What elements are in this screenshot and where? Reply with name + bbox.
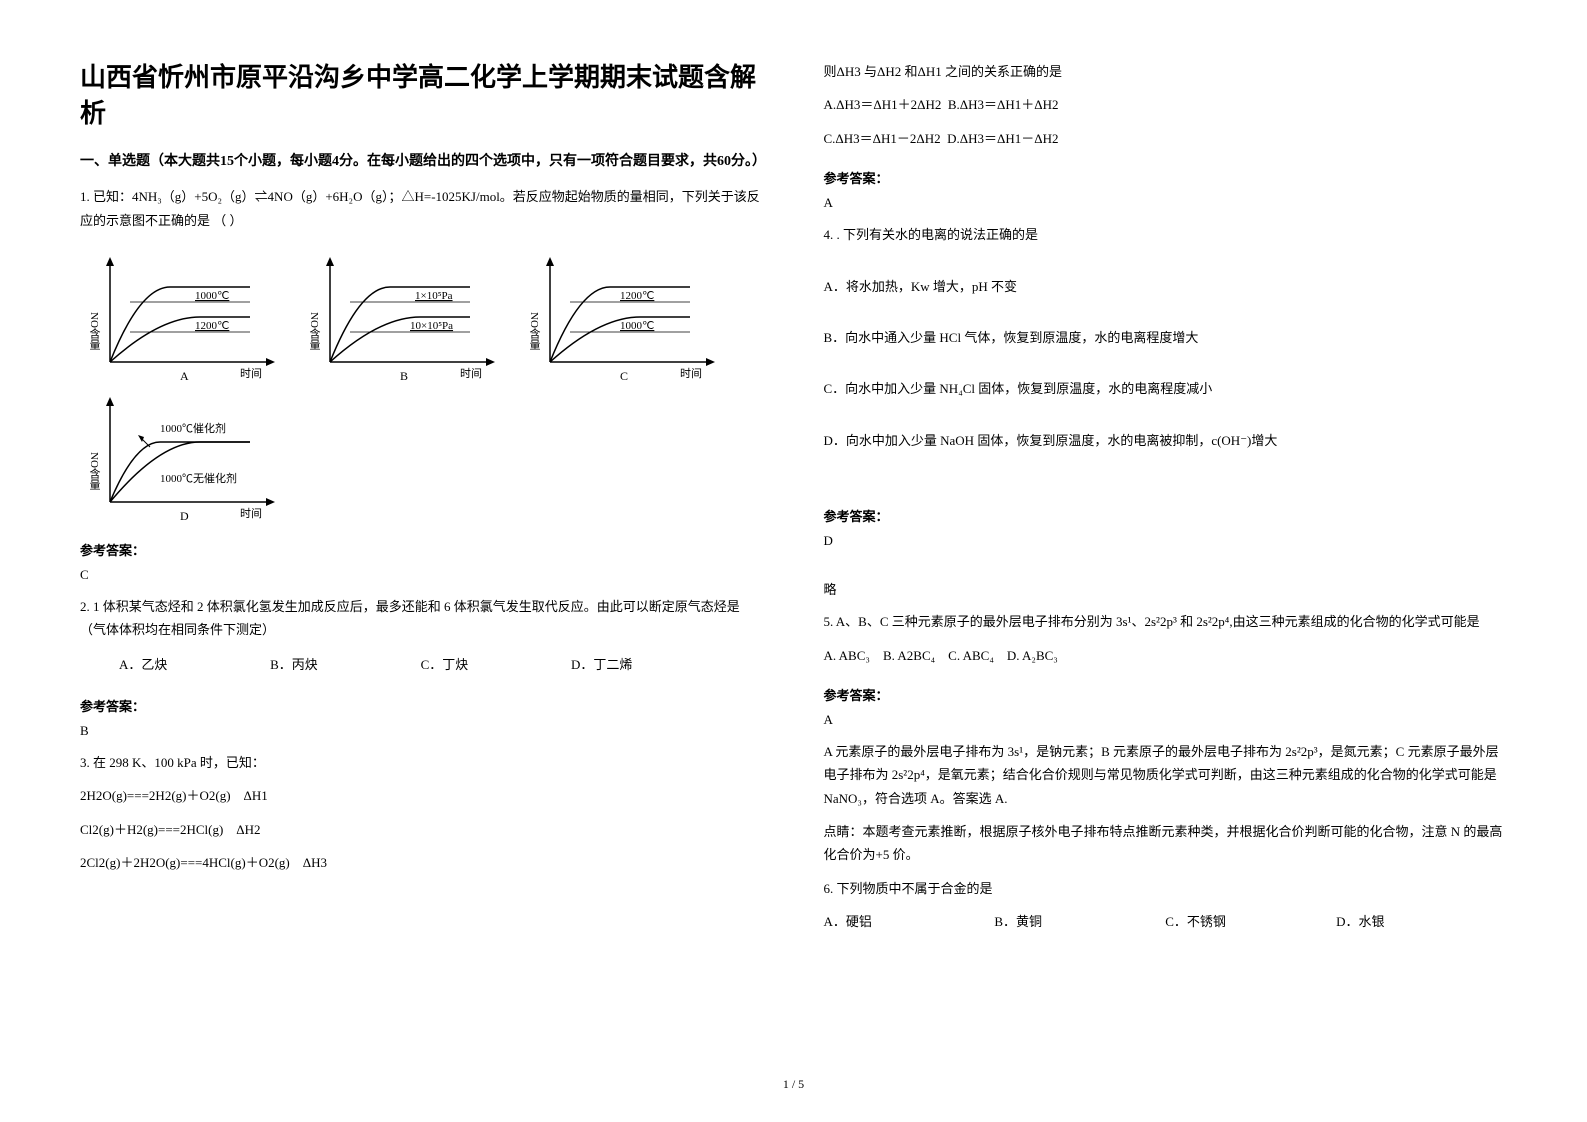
q3-text: 在 298 K、100 kPa 时，已知： [93,755,265,770]
document-title: 山西省忻州市原平沿沟乡中学高二化学上学期期末试题含解析 [80,60,764,133]
q5-opt-c: C. ABC₄ [948,648,994,663]
question-1: 1. 已知：4NH₃（g）+5O₂（g）⇌4NO（g）+6H₂O（g）；△H=-… [80,185,764,232]
q2-text: 1 体积某气态烃和 2 体积氯化氢发生加成反应后，最多还能和 6 体积氯气发生取… [80,599,740,637]
q2-opt-a: A．乙炔 [100,652,168,678]
q5-opt-a: A. ABC₃ [824,648,870,663]
q2-opt-b: B．丙炔 [251,652,318,678]
q4-opt-d: D．向水中加入少量 NaOH 固体，恢复到原温度，水的电离被抑制，c(OH⁻)增… [824,429,1508,452]
q3-opt-a: A.ΔH3＝ΔH1＋2ΔH2 [824,97,942,112]
q5-answer-label: 参考答案： [824,685,1508,704]
svg-text:C: C [620,369,628,382]
q4-number: 4. . [824,227,840,242]
svg-text:时间: 时间 [680,367,702,380]
svg-text:1200℃: 1200℃ [620,290,654,302]
svg-text:10×10⁵Pa: 10×10⁵Pa [410,320,453,332]
q3-opt-c: C.ΔH3＝ΔH1－2ΔH2 [824,131,941,146]
q5-opt-d: D. A₂BC₃ [1007,648,1058,663]
diagram-d: NO含量 时间 1000℃催化剂 1000℃无催化剂 D [80,392,290,522]
q3-opt-d: D.ΔH3＝ΔH1－ΔH2 [947,131,1058,146]
q3-eq3: 2Cl2(g)＋2H2O(g)===4HCl(g)＋O2(g) ΔH3 [80,851,764,874]
q6-text: 下列物质中不属于合金的是 [837,881,993,896]
question-2: 2. 1 体积某气态烃和 2 体积氯化氢发生加成反应后，最多还能和 6 体积氯气… [80,595,764,642]
svg-text:1000℃: 1000℃ [195,290,229,302]
question-4: 4. . 下列有关水的电离的说法正确的是 [824,223,1508,246]
svg-text:NO含量: NO含量 [88,312,101,350]
svg-text:NO含量: NO含量 [88,452,101,490]
right-column: 则ΔH3 与ΔH2 和ΔH1 之间的关系正确的是 A.ΔH3＝ΔH1＋2ΔH2 … [824,60,1508,1057]
q6-number: 6. [824,881,834,896]
q2-number: 2. [80,599,90,614]
q3-opt-b: B.ΔH3＝ΔH1＋ΔH2 [948,97,1059,112]
svg-text:1200℃: 1200℃ [195,320,229,332]
q4-answer: D [824,533,1508,549]
q1-diagrams: NO含量 时间 1000℃ 1200℃ A NO含量 时间 [80,252,764,522]
svg-text:时间: 时间 [240,367,262,380]
q3-opts-cd: C.ΔH3＝ΔH1－2ΔH2 D.ΔH3＝ΔH1－ΔH2 [824,127,1508,150]
svg-text:1000℃催化剂: 1000℃催化剂 [160,421,226,435]
svg-text:1000℃无催化剂: 1000℃无催化剂 [160,471,237,485]
diagram-b: NO含量 时间 1×10⁵Pa 10×10⁵Pa B [300,252,510,382]
q5-text: A、B、C 三种元素原子的最外层电子排布分别为 3s¹、2s²2p³ 和 2s²… [836,614,1480,629]
q6-options: A．硬铝 B．黄铜 C．不锈钢 D．水银 [824,910,1508,933]
svg-text:A: A [180,369,189,382]
diagram-c: NO含量 时间 1200℃ 1000℃ C [520,252,730,382]
q4-opt-a: A．将水加热，Kw 增大，pH 不变 [824,275,1508,298]
svg-text:1×10⁵Pa: 1×10⁵Pa [415,290,453,302]
diagram-a: NO含量 时间 1000℃ 1200℃ A [80,252,290,382]
q2-opt-d: D．丁二烯 [551,652,632,678]
page-number: 1 / 5 [80,1077,1507,1092]
q3-answer-label: 参考答案： [824,168,1508,187]
q3-cont: 则ΔH3 与ΔH2 和ΔH1 之间的关系正确的是 [824,60,1508,83]
svg-text:时间: 时间 [460,367,482,380]
question-3: 3. 在 298 K、100 kPa 时，已知： [80,751,764,774]
svg-text:1000℃: 1000℃ [620,320,654,332]
q6-opt-d: D．水银 [1336,910,1507,933]
q5-answer: A [824,712,1508,728]
q4-text: 下列有关水的电离的说法正确的是 [843,227,1038,242]
q2-opt-c: C．丁炔 [401,652,468,678]
q2-answer-label: 参考答案： [80,696,764,715]
svg-text:NO含量: NO含量 [308,312,321,350]
q2-answer: B [80,723,764,739]
q3-eq1: 2H2O(g)===2H2(g)＋O2(g) ΔH1 [80,784,764,807]
question-5: 5. A、B、C 三种元素原子的最外层电子排布分别为 3s¹、2s²2p³ 和 … [824,610,1508,633]
q1-answer: C [80,567,764,583]
q3-opts-ab: A.ΔH3＝ΔH1＋2ΔH2 B.ΔH3＝ΔH1＋ΔH2 [824,93,1508,116]
q1-number: 1. [80,189,90,204]
q4-answer-label: 参考答案： [824,506,1508,525]
q1-answer-label: 参考答案： [80,540,764,559]
q6-opt-a: A．硬铝 [824,910,995,933]
q6-opt-b: B．黄铜 [994,910,1165,933]
section-heading: 一、单选题（本大题共15个小题，每小题4分。在每小题给出的四个选项中，只有一项符… [80,151,764,173]
q3-eq2: Cl2(g)＋H2(g)===2HCl(g) ΔH2 [80,818,764,841]
left-column: 山西省忻州市原平沿沟乡中学高二化学上学期期末试题含解析 一、单选题（本大题共15… [80,60,764,1057]
question-6: 6. 下列物质中不属于合金的是 [824,877,1508,900]
svg-text:NO含量: NO含量 [528,312,541,350]
q5-opt-b: B. A2BC₄ [883,648,935,663]
q5-number: 5. [824,614,834,629]
svg-text:D: D [180,509,189,522]
q2-options: A．乙炔 B．丙炔 C．丁炔 D．丁二烯 [80,652,764,678]
q5-options: A. ABC₃ B. A2BC₄ C. ABC₄ D. A₂BC₃ [824,644,1508,667]
q1-text: 已知：4NH₃（g）+5O₂（g）⇌4NO（g）+6H₂O（g）；△H=-102… [80,189,760,227]
q4-opt-c: C．向水中加入少量 NH₄Cl 固体，恢复到原温度，水的电离程度减小 [824,377,1508,400]
svg-text:时间: 时间 [240,507,262,520]
q5-explain1: A 元素原子的最外层电子排布为 3s¹，是钠元素；B 元素原子的最外层电子排布为… [824,740,1508,810]
q5-explain2: 点睛：本题考查元素推断，根据原子核外电子排布特点推断元素种类，并根据化合价判断可… [824,820,1508,867]
q4-note: 略 [824,579,1508,598]
q4-opt-b: B．向水中通入少量 HCl 气体，恢复到原温度，水的电离程度增大 [824,326,1508,349]
svg-text:B: B [400,369,408,382]
q3-number: 3. [80,755,90,770]
q6-opt-c: C．不锈钢 [1165,910,1336,933]
q3-answer: A [824,195,1508,211]
